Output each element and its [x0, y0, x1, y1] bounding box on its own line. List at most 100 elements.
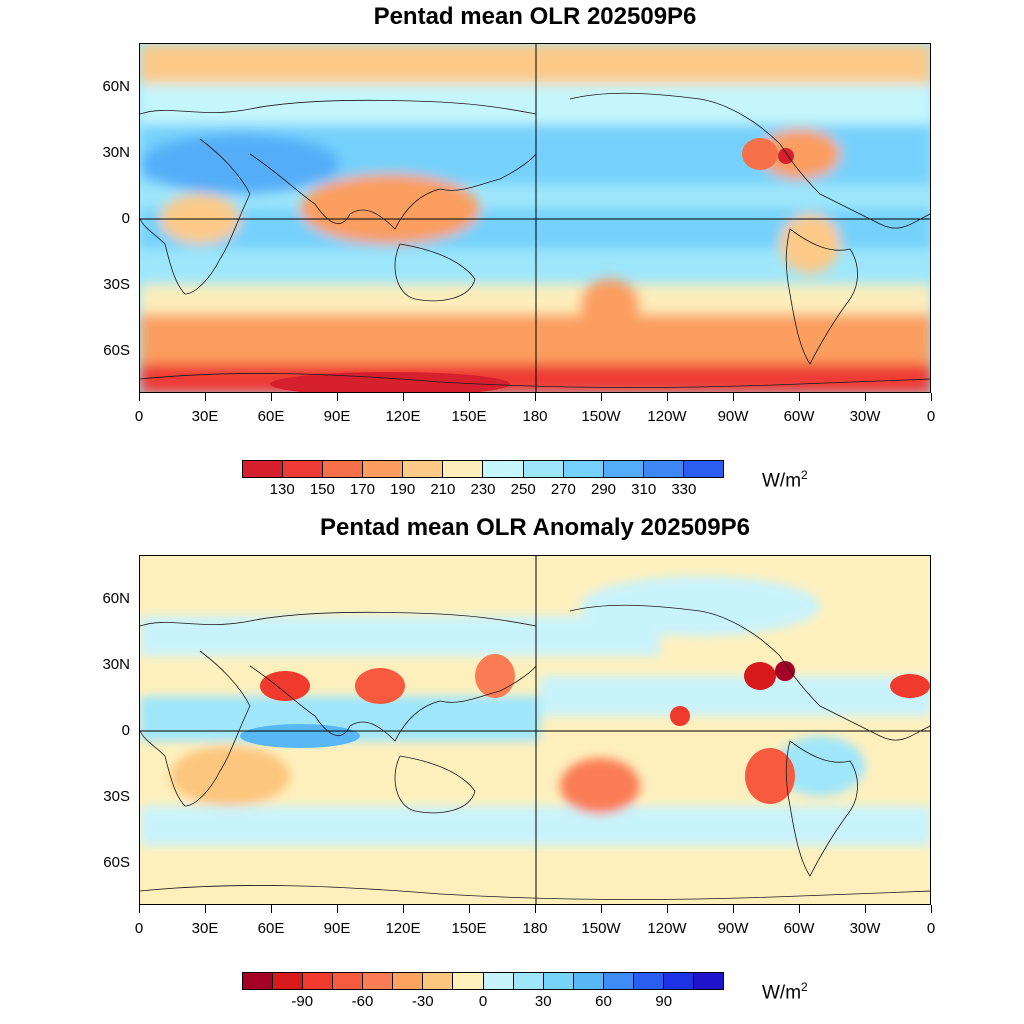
- panel1-lon-label: 30E: [191, 408, 219, 425]
- panel2-lon-tick: [138, 905, 140, 913]
- panel2-lon-tick: [798, 905, 800, 913]
- panel1-lat-label: 60N: [102, 78, 130, 95]
- colorbar-swatch: [543, 973, 574, 989]
- panel2-lon-tick: [468, 905, 470, 913]
- panel2-lon-label: 120E: [385, 920, 421, 937]
- panel1-lon-tick: [336, 393, 338, 401]
- panel2-lat-label: 0: [121, 722, 130, 739]
- coastlines: [140, 92, 930, 388]
- panel2-title: Pentad mean OLR Anomaly 202509P6: [320, 514, 750, 541]
- panel2-colorbar-label: 30: [534, 993, 552, 1010]
- panel1-lon-tick: [930, 393, 932, 401]
- colorbar-swatch: [603, 973, 634, 989]
- colorbar-swatch: [523, 461, 564, 477]
- panel1-lon-label: 30W: [849, 408, 881, 425]
- panel2-field: [140, 556, 930, 904]
- colorbar-swatch: [303, 973, 334, 989]
- panel1-colorbar-label: 230: [470, 481, 496, 498]
- panel1-lon-tick: [270, 393, 272, 401]
- panel1-lon-label: 60E: [257, 408, 285, 425]
- colorbar-swatch: [323, 461, 364, 477]
- panel2-lon-label: 60E: [257, 920, 285, 937]
- colorbar-swatch: [243, 461, 284, 477]
- panel2-lon-label: 120W: [647, 920, 687, 937]
- panel2-lon-label: 90E: [323, 920, 351, 937]
- panel2-colorbar-label: 60: [595, 993, 612, 1010]
- panel2-lon-label: 150E: [451, 920, 487, 937]
- panel1-colorbar-label: 310: [631, 481, 657, 498]
- panel1-title: Pentad mean OLR 202509P6: [373, 3, 697, 30]
- colorbar-swatch: [453, 973, 484, 989]
- panel2-map: [139, 555, 931, 905]
- panel2-lon-label: 150W: [581, 920, 621, 937]
- panel2-lon-tick: [336, 905, 338, 913]
- panel1-lon-tick: [534, 393, 536, 401]
- panel2-lon-tick: [402, 905, 404, 913]
- panel2-lat-label: 30N: [102, 656, 130, 673]
- colorbar-swatch: [603, 461, 644, 477]
- panel2-colorbar-label: 90: [655, 993, 673, 1010]
- colorbar-swatch: [693, 973, 723, 989]
- panel1-lon-tick: [204, 393, 206, 401]
- colorbar-swatch: [563, 461, 604, 477]
- panel2-lon-label: 30W: [849, 920, 881, 937]
- panel2-lon-label: 0: [134, 920, 144, 937]
- colorbar-swatch: [483, 461, 524, 477]
- panel1-lon-tick: [468, 393, 470, 401]
- panel1-colorbar-label: 210: [430, 481, 456, 498]
- panel2-lon-label: 90W: [717, 920, 749, 937]
- panel1-lon-label: 150E: [451, 408, 487, 425]
- panel1-lon-tick: [732, 393, 734, 401]
- panel2-lon-tick: [864, 905, 866, 913]
- panel1-lon-label: 0: [926, 408, 936, 425]
- panel1-lon-tick: [600, 393, 602, 401]
- panel2-lon-tick: [534, 905, 536, 913]
- colorbar-swatch: [283, 461, 324, 477]
- panel2-lon-label: 60W: [783, 920, 815, 937]
- panel1-lon-label: 120W: [647, 408, 687, 425]
- panel2-colorbar-label: -60: [351, 993, 374, 1010]
- panel2-lat-label: 60S: [103, 854, 130, 871]
- colorbar-swatch: [363, 973, 394, 989]
- colorbar-swatch: [273, 973, 304, 989]
- panel1-colorbar-label: 250: [510, 481, 536, 498]
- colorbar-swatch: [363, 461, 404, 477]
- panel1-colorbar-label: 130: [269, 481, 295, 498]
- coastlines: [140, 604, 930, 900]
- colorbar-swatch: [423, 973, 454, 989]
- panel2-colorbar: [242, 972, 724, 990]
- panel1-colorbar-label: 330: [671, 481, 697, 498]
- panel1-colorbar-label: 290: [590, 481, 617, 498]
- panel1-lon-tick: [138, 393, 140, 401]
- panel1-lat-label: 30N: [102, 144, 130, 161]
- panel2-colorbar-label: -90: [291, 993, 314, 1010]
- panel1-field: [140, 44, 930, 392]
- panel2-lon-label: 30E: [191, 920, 219, 937]
- colorbar-swatch: [443, 461, 484, 477]
- colorbar-swatch: [643, 461, 684, 477]
- colorbar-swatch: [483, 973, 514, 989]
- panel2-lat-label: 30S: [103, 788, 130, 805]
- colorbar-swatch: [243, 973, 274, 989]
- colorbar-swatch: [333, 973, 364, 989]
- panel1-colorbar-label: 170: [349, 481, 376, 498]
- panel1-lon-tick: [864, 393, 866, 401]
- panel1-lon-label: 90E: [323, 408, 351, 425]
- panel2-lon-tick: [666, 905, 668, 913]
- panel1-lon-tick: [798, 393, 800, 401]
- panel1-lon-label: 0: [134, 408, 144, 425]
- panel2-lat-label: 60N: [102, 590, 130, 607]
- panel1-lon-label: 150W: [581, 408, 621, 425]
- panel2-lon-label: 180: [522, 920, 548, 937]
- colorbar-swatch: [393, 973, 424, 989]
- panel2-lon-tick: [930, 905, 932, 913]
- panel1-lon-tick: [666, 393, 668, 401]
- panel1-map: [139, 43, 931, 393]
- panel2-colorbar-label: -30: [411, 993, 434, 1010]
- panel1-lon-label: 60W: [783, 408, 815, 425]
- colorbar-swatch: [513, 973, 544, 989]
- colorbar-swatch: [683, 461, 723, 477]
- panel1-lat-label: 60S: [103, 342, 130, 359]
- panel2-lon-tick: [204, 905, 206, 913]
- panel1-lat-label: 0: [121, 210, 130, 227]
